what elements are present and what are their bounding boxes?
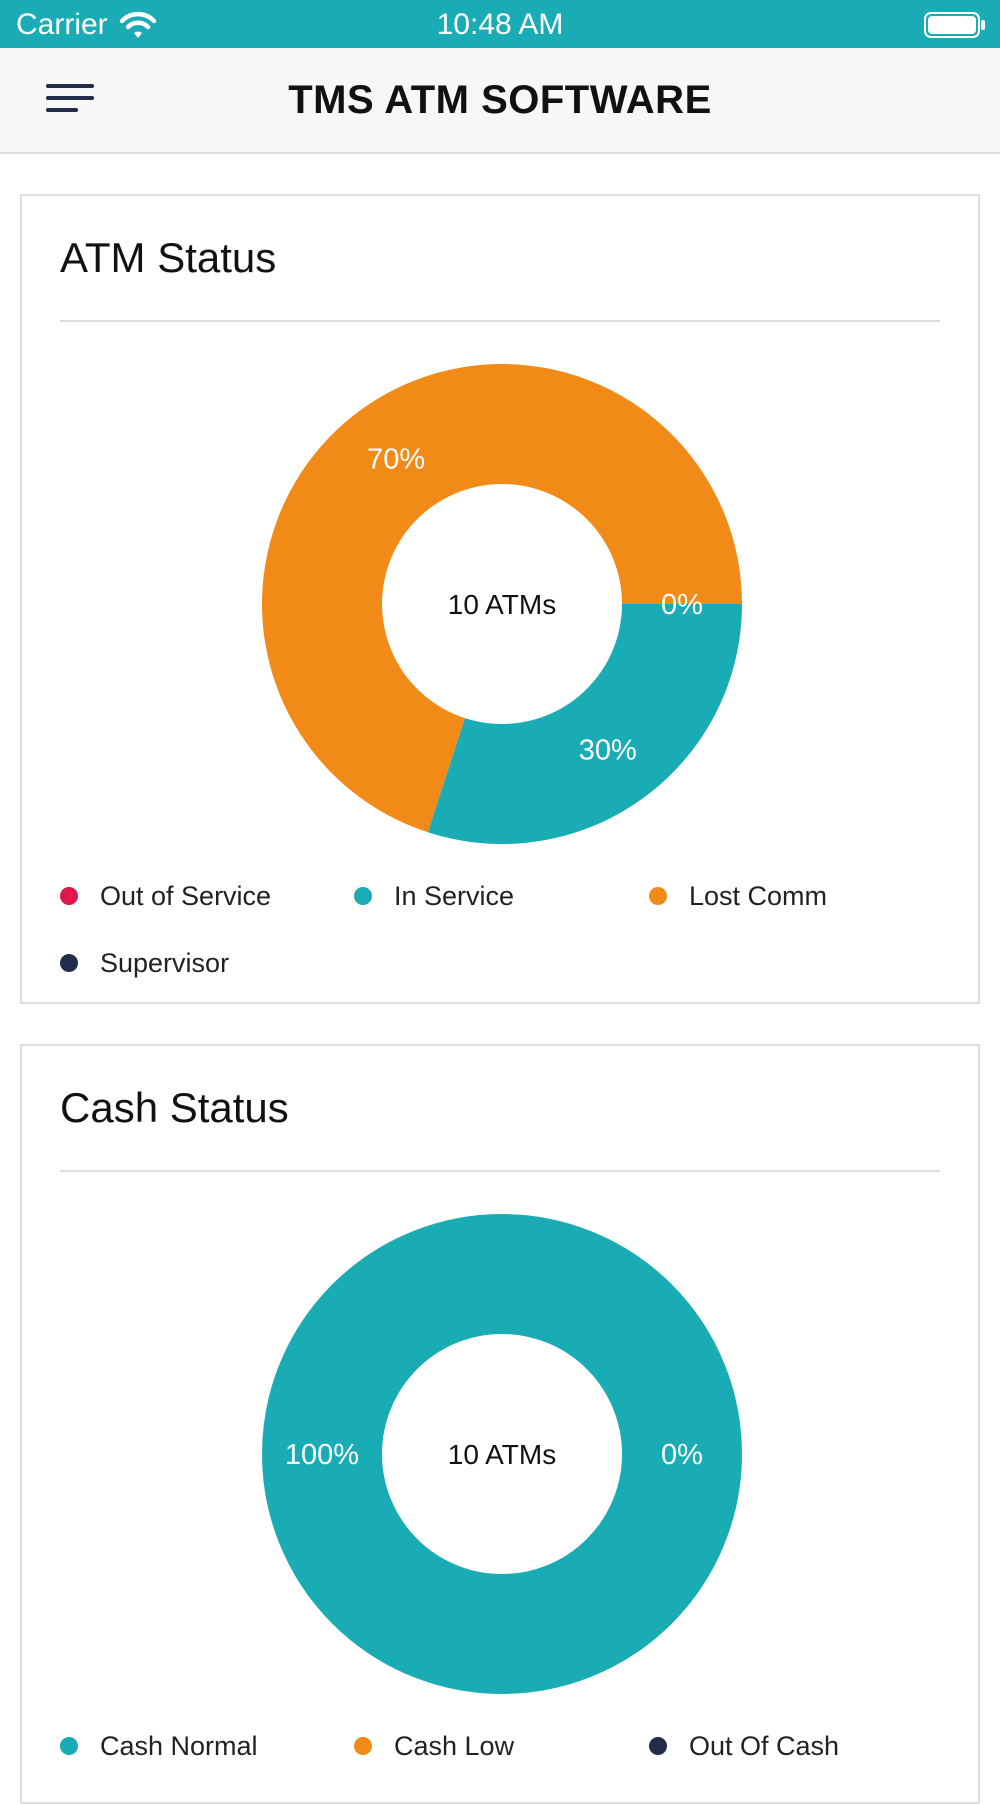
donut-center-label: 10 ATMs [448,589,556,620]
donut-slice-cash-normal [262,1214,742,1694]
legend-label: Lost Comm [689,880,828,911]
donut-slice-lost-comm [262,364,742,833]
legend-dot [60,954,78,972]
legend-label: Cash Normal [100,1730,258,1761]
card-title: Cash Status [60,1084,289,1131]
donut-slice-in-service [427,604,742,844]
carrier-label: Carrier [16,8,108,41]
card-divider [60,1170,940,1172]
legend-dot [354,1737,372,1755]
cash-status-card: Cash Status 100% 0% 10 ATMs Cash Normal Ca… [20,1044,980,1804]
legend-label: Out Of Cash [689,1730,840,1761]
legend-item-out-of-service[interactable]: Out of Service [60,876,271,916]
legend-item-out-of-cash[interactable]: Out Of Cash [649,1726,839,1766]
slice-label-cash-normal: 100% [285,1439,359,1471]
hamburger-menu-icon[interactable] [40,76,100,126]
legend-label: Supervisor [100,947,230,978]
legend-dot [60,887,78,905]
legend-item-supervisor[interactable]: Supervisor [60,943,229,983]
atm-status-donut-chart: 0% 30% 70% 10 ATMs [262,364,742,844]
card-title: ATM Status [60,234,277,281]
legend-label: Cash Low [394,1730,515,1761]
legend-item-cash-low[interactable]: Cash Low [354,1726,514,1766]
battery-icon [924,12,985,38]
card-divider [60,320,940,322]
slice-label-lost-comm: 70% [367,443,425,475]
legend-dot [60,1737,78,1755]
nav-bar: TMS ATM SOFTWARE [0,48,1000,154]
status-time: 10:48 AM [436,8,564,41]
legend-label: Out of Service [100,880,272,911]
donut-center-label: 10 ATMs [448,1439,556,1470]
legend-dot [649,1737,667,1755]
wifi-icon [119,11,157,38]
page-title: TMS ATM SOFTWARE [288,78,712,122]
slice-label-in-service: 30% [579,735,637,767]
slice-label-out-of-service: 0% [661,589,703,621]
slice-label-cash-low: 0% [661,1439,703,1471]
cash-status-donut-chart: 100% 0% 10 ATMs [262,1214,742,1694]
legend-label: In Service [394,880,515,911]
legend-dot [649,887,667,905]
legend-dot [354,887,372,905]
legend-item-in-service[interactable]: In Service [354,876,514,916]
legend-item-lost-comm[interactable]: Lost Comm [649,876,827,916]
atm-status-card: ATM Status 0% 30% 70% 10 ATMs Out of Servic… [20,194,980,1004]
legend-item-cash-normal[interactable]: Cash Normal [60,1726,258,1766]
status-bar: Carrier 10:48 AM [0,0,1000,48]
